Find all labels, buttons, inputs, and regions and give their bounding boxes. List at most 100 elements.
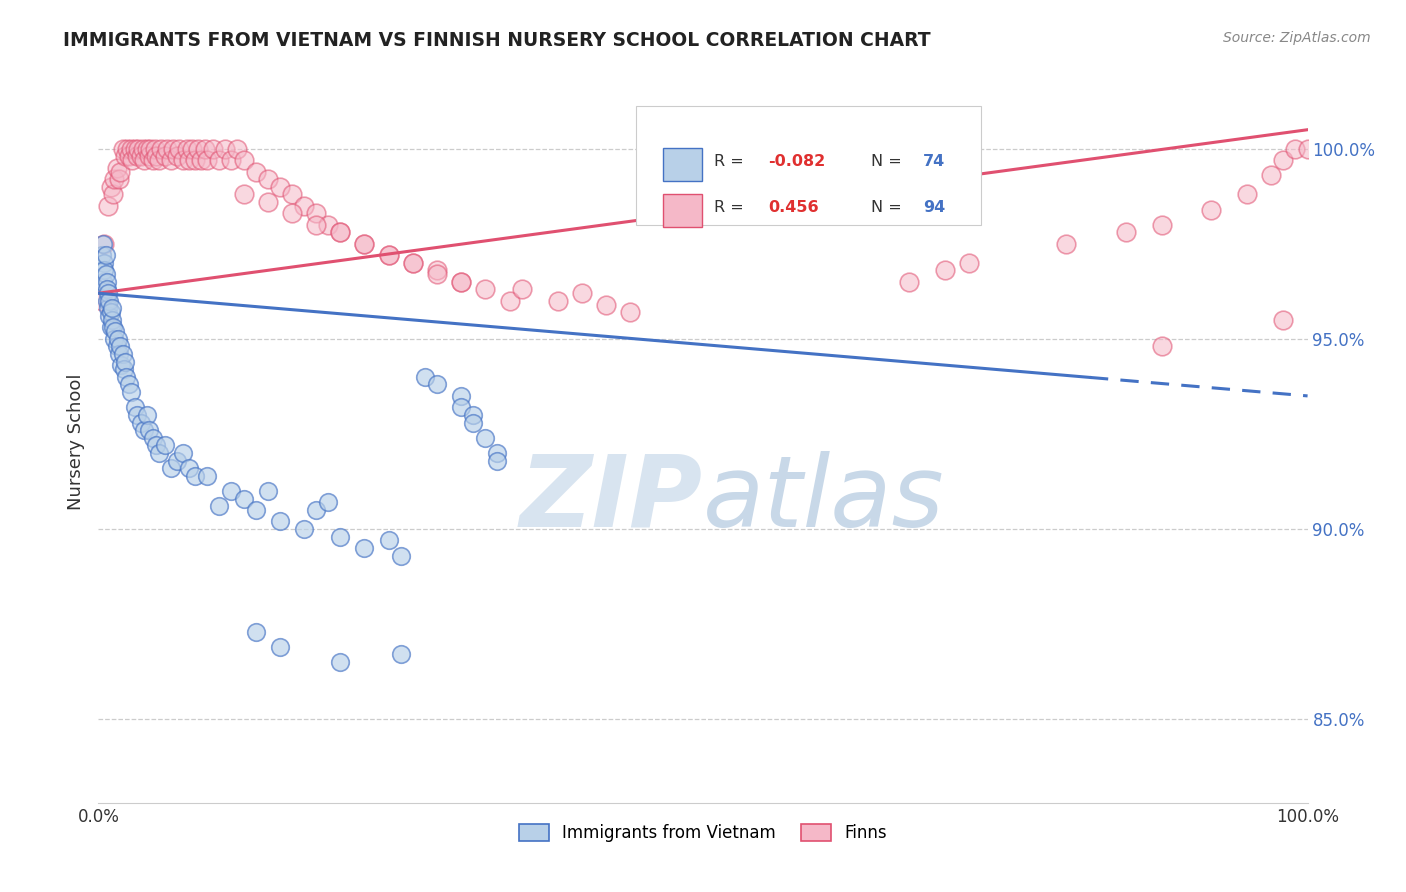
Point xyxy=(94,248,117,262)
Point xyxy=(103,332,125,346)
Point xyxy=(595,298,617,312)
Point xyxy=(148,446,170,460)
Text: N =: N = xyxy=(872,200,907,215)
Point xyxy=(292,522,315,536)
Point xyxy=(129,416,152,430)
Point xyxy=(105,161,128,175)
Point xyxy=(118,149,141,163)
Text: 94: 94 xyxy=(924,200,945,215)
Point xyxy=(463,408,485,422)
Point xyxy=(97,199,120,213)
Point xyxy=(305,218,328,232)
Point xyxy=(184,153,207,168)
Point xyxy=(194,142,217,156)
Point xyxy=(305,206,328,220)
Point xyxy=(96,293,118,308)
Point xyxy=(101,187,124,202)
Point xyxy=(377,248,399,262)
Point xyxy=(115,370,138,384)
Point xyxy=(510,282,533,296)
Point xyxy=(100,320,122,334)
Point xyxy=(118,377,141,392)
Point xyxy=(202,142,225,156)
Point xyxy=(166,149,188,163)
Point xyxy=(96,275,118,289)
Point xyxy=(180,142,202,156)
Point xyxy=(100,301,122,316)
Point xyxy=(108,347,131,361)
Point xyxy=(1272,313,1295,327)
Point xyxy=(110,359,132,373)
Point xyxy=(107,332,129,346)
Point xyxy=(1115,226,1137,240)
Point xyxy=(221,153,243,168)
Point xyxy=(111,347,134,361)
Point xyxy=(208,499,231,513)
Point xyxy=(245,503,267,517)
Point xyxy=(176,142,198,156)
Point xyxy=(114,354,136,368)
Point xyxy=(153,438,176,452)
Point xyxy=(245,164,267,178)
Point xyxy=(269,179,291,194)
Point xyxy=(166,453,188,467)
Point xyxy=(145,149,167,163)
Point xyxy=(1296,142,1319,156)
Point xyxy=(160,153,183,168)
Point xyxy=(1236,187,1258,202)
Point xyxy=(377,533,399,548)
Point xyxy=(316,218,339,232)
Point xyxy=(208,153,231,168)
Point xyxy=(486,446,509,460)
Point xyxy=(153,149,176,163)
Point xyxy=(120,385,142,400)
Point xyxy=(135,142,157,156)
Point xyxy=(281,187,304,202)
Point xyxy=(1152,218,1174,232)
Point xyxy=(232,153,254,168)
Text: R =: R = xyxy=(714,200,749,215)
Point xyxy=(245,624,267,639)
Point xyxy=(474,431,496,445)
Point xyxy=(498,293,520,308)
Point xyxy=(145,438,167,452)
Point xyxy=(112,362,135,376)
Point xyxy=(91,236,114,251)
Point xyxy=(127,142,149,156)
Point xyxy=(232,491,254,506)
Point xyxy=(305,503,328,517)
Point xyxy=(156,142,179,156)
Point xyxy=(127,408,149,422)
Point xyxy=(413,370,436,384)
Point xyxy=(124,142,146,156)
Point xyxy=(169,142,191,156)
Point xyxy=(139,142,162,156)
Point xyxy=(129,149,152,163)
Point xyxy=(450,389,472,403)
Point xyxy=(172,446,194,460)
Point xyxy=(1260,169,1282,183)
Point xyxy=(474,282,496,296)
Point xyxy=(93,236,115,251)
Point xyxy=(190,153,212,168)
Point xyxy=(329,530,352,544)
Point xyxy=(389,549,412,563)
Point xyxy=(957,256,980,270)
Point xyxy=(353,236,375,251)
Point xyxy=(179,461,201,475)
Point xyxy=(1272,153,1295,168)
Point xyxy=(1054,236,1077,251)
Point xyxy=(142,431,165,445)
Point xyxy=(221,483,243,498)
Point xyxy=(316,495,339,509)
Point xyxy=(232,187,254,202)
Point xyxy=(134,423,156,437)
Point xyxy=(172,153,194,168)
Point xyxy=(98,309,121,323)
Point xyxy=(98,293,121,308)
Text: 0.456: 0.456 xyxy=(768,200,818,215)
Point xyxy=(117,142,139,156)
Point xyxy=(111,142,134,156)
Text: N =: N = xyxy=(872,153,907,169)
Point xyxy=(426,267,449,281)
